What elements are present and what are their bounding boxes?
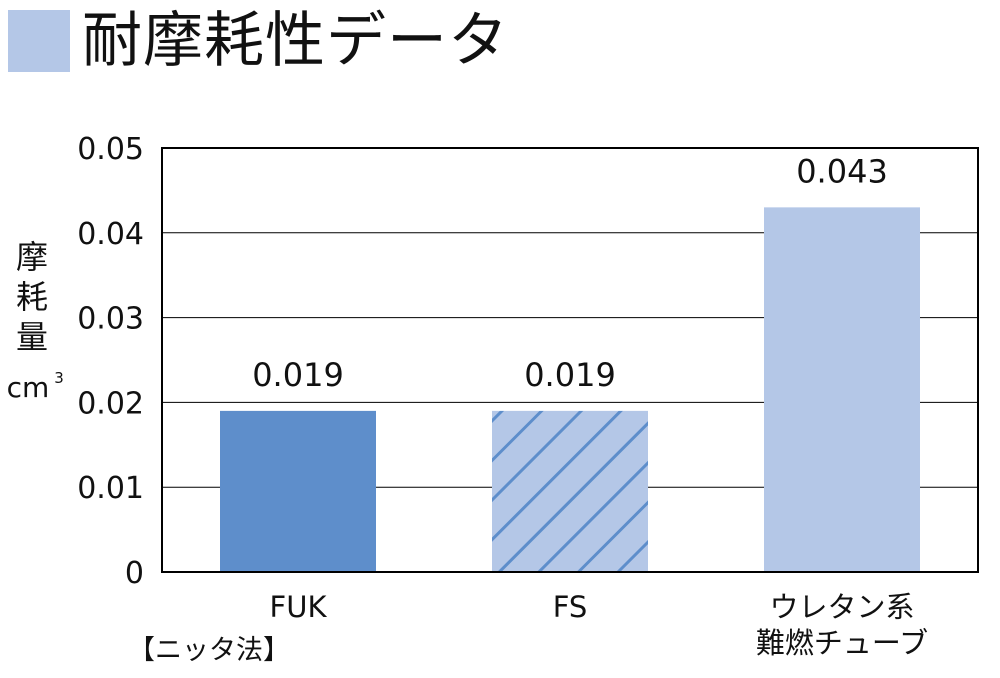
y-tick-label: 0.04	[77, 217, 144, 252]
chart-title-block: 耐摩耗性データ	[8, 6, 509, 76]
value-label: 0.019	[252, 356, 344, 394]
x-category-label: 難燃チューブ	[756, 626, 928, 660]
x-category-label: ウレタン系	[769, 590, 914, 624]
bar	[764, 207, 920, 573]
y-axis-unit-superscript: 3	[54, 369, 64, 387]
chart-title: 耐摩耗性データ	[82, 6, 509, 76]
y-axis-label-char: 耗	[16, 278, 48, 316]
title-marker-square	[8, 10, 70, 72]
method-note: 【ニッタ法】	[128, 635, 290, 666]
y-tick-label: 0.01	[77, 471, 144, 506]
y-axis-unit: cm	[7, 371, 50, 404]
y-axis-label-char: 量	[16, 318, 48, 356]
value-label: 0.043	[796, 152, 888, 190]
y-tick-label: 0.05	[77, 132, 144, 167]
x-category-label: FUK	[270, 590, 328, 624]
x-category-label: FS	[553, 590, 588, 624]
y-axis-label-char: 摩	[16, 238, 48, 276]
y-tick-label: 0.02	[77, 386, 144, 421]
bar	[220, 410, 376, 572]
bar	[492, 410, 648, 572]
y-tick-label: 0.03	[77, 302, 144, 337]
y-tick-label: 0	[125, 556, 144, 591]
plot-frame	[161, 147, 979, 573]
value-label: 0.019	[524, 356, 616, 394]
